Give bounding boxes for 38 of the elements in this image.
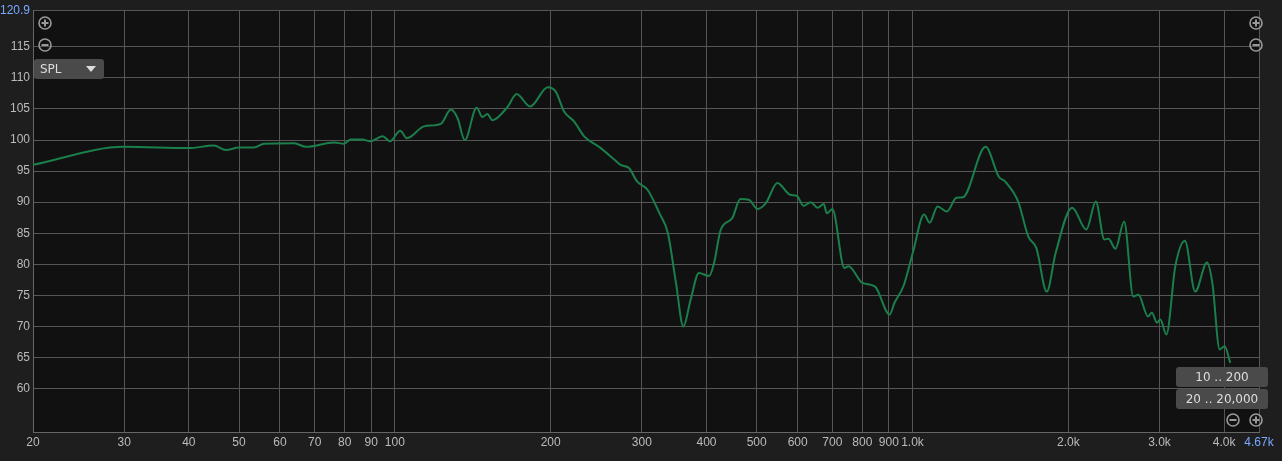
y-tick-label: 75	[16, 287, 31, 302]
y-tick-label: 95	[16, 163, 31, 178]
x-tick-label: 50	[232, 434, 246, 449]
x-tick-label: 40	[182, 434, 196, 449]
x-tick-label: 70	[307, 434, 322, 449]
x-tick-label: 1.0k	[901, 434, 925, 449]
x-tick-label: 200	[540, 434, 562, 449]
y-tick-label: 85	[16, 225, 31, 240]
x-tick-label: 90	[364, 434, 379, 449]
x-tick-label: 800	[852, 434, 873, 449]
x-tick-label: 100	[384, 434, 406, 449]
x-tick-label: 400	[696, 434, 717, 449]
x-tick-label: 700	[822, 434, 843, 449]
x-tick-label: 3.0k	[1148, 434, 1172, 449]
x-tick-label: 30	[117, 434, 132, 449]
y-tick-label: 110	[10, 70, 31, 85]
y-tick-label: 90	[16, 194, 31, 209]
y-tick-label: 80	[16, 256, 31, 271]
y-tick-label: 120.9	[0, 2, 31, 17]
x-tick-label: 900	[878, 434, 900, 449]
x-tick-label: 4.67k	[1244, 434, 1275, 449]
x-tick-label: 300	[631, 434, 653, 449]
y-tick-label: 100	[9, 132, 31, 147]
x-tick-label: 600	[787, 434, 808, 449]
x-tick-label: 20	[26, 434, 40, 449]
y-tick-label: 105	[9, 101, 31, 116]
y-tick-label: 70	[16, 318, 31, 333]
x-tick-label: 80	[337, 434, 352, 449]
x-tick-label: 2.0k	[1057, 434, 1081, 449]
x-tick-label: 60	[273, 434, 287, 449]
dropdown: SPL	[34, 59, 104, 79]
y-tick-label: 65	[16, 349, 31, 364]
button: 10 .. 200	[1176, 367, 1268, 387]
button: 20 .. 20,000	[1176, 389, 1268, 409]
y-tick-label: 60	[16, 380, 31, 395]
x-tick-label: 4.0k	[1212, 434, 1237, 449]
x-tick-label: 500	[746, 434, 768, 449]
y-tick-label: 115	[10, 39, 31, 54]
